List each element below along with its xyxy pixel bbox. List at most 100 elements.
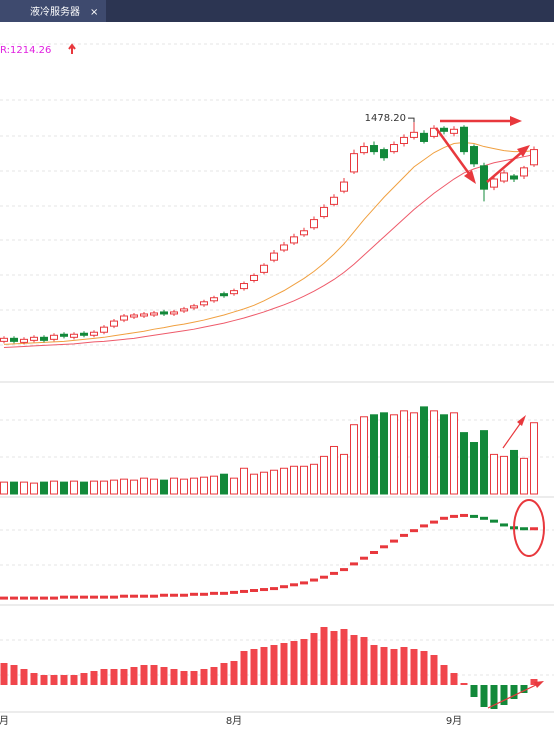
indicator-bar [50,675,58,685]
candle-body [510,175,518,180]
tab-close[interactable]: × [90,7,98,18]
indicator-bar [330,631,338,685]
volume-bar [70,480,78,495]
indicator-bar [190,671,198,685]
candle-body [100,326,108,333]
candle-body [490,178,498,188]
candle-body [390,144,398,153]
indicator-bar [310,633,318,685]
x-tick-label: 8月 [226,715,242,727]
candle-body [140,313,148,317]
volume-bar [530,422,538,495]
indicator-bar [250,649,258,685]
volume-bar [120,478,128,495]
indicator-bar [100,669,108,685]
indicator-bar [290,641,298,685]
candle-body [190,305,198,309]
indicator-bar [480,685,488,707]
indicator-bar [150,665,158,685]
indicator-bar [270,645,278,685]
volume-bar [510,449,518,495]
candle-body [470,146,478,165]
indicator-bar [410,649,418,685]
indicator-bar [490,685,498,709]
candle-body [370,145,378,153]
indicator-bar [500,685,508,705]
candle-body [10,337,18,342]
volume-bar [40,481,48,495]
annotations [434,116,545,709]
volume-bar [170,477,178,495]
volume-bar [230,477,238,495]
volume-bar [140,477,148,495]
indicator-bar [460,683,468,685]
candle-body [350,153,358,173]
candle-body [360,146,368,154]
volume-bar [90,480,98,495]
candle-body [440,127,448,132]
indicator-bar [180,671,188,685]
candle-body [520,167,528,177]
indicator-bar [360,637,368,685]
tab[interactable] [0,0,106,22]
candle-body [480,165,488,190]
volume-bar [270,469,278,495]
volume-bar [210,475,218,495]
indicator-bar [320,627,328,685]
candle-body [200,301,208,306]
volume-bar [110,479,118,495]
candle-body [310,219,318,229]
indicator-bar [400,647,408,685]
volume-bar [150,478,158,495]
candle-body [320,206,328,218]
volume-bar [200,476,208,495]
candle-body [210,297,218,302]
indicator-bar [230,661,238,685]
volume-bar [360,416,368,495]
tab-title[interactable]: 液冷服务器 [30,5,80,18]
tab-bar [0,0,554,22]
candle-body [220,293,228,297]
indicator-bar [370,645,378,685]
candle-body [80,332,88,336]
x-tick-label: 9月 [446,715,462,727]
indicator-bar [200,669,208,685]
candle-body [380,149,388,159]
indicator-bar [380,647,388,685]
candle-body [410,131,418,138]
volume-bar [250,473,258,495]
candle-body [340,181,348,192]
volume-bar [290,465,298,495]
volume-bar [190,477,198,495]
x-tick-label: 月 [0,715,9,727]
volume-bar [370,414,378,495]
volume-bar [220,473,228,495]
volume-bar [20,481,28,495]
indicator-bar [90,671,98,685]
volume-bar [320,455,328,495]
candle-body [300,230,308,236]
legend-arrow [68,43,76,54]
candle-body [150,312,158,316]
volume-bar [280,467,288,495]
indicator-bar [210,667,218,685]
indicator-bar [110,669,118,685]
candle-body [0,337,8,342]
legend-text: R:1214.26 [0,45,51,56]
indicator-bar [430,655,438,685]
volume-bar [470,442,478,495]
candle-body [270,252,278,261]
volume-bar [50,480,58,495]
volume-bar [490,453,498,495]
volume-bar [240,467,248,495]
volume-bar [180,478,188,495]
candle-body [530,149,538,166]
candle-body [230,290,238,295]
max-connector [408,117,415,123]
candle-body [420,132,428,142]
candle-body [40,336,48,341]
indicator-bar [300,639,308,685]
indicator-bar [160,667,168,685]
candle-body [460,126,468,153]
candle-body [290,236,298,244]
